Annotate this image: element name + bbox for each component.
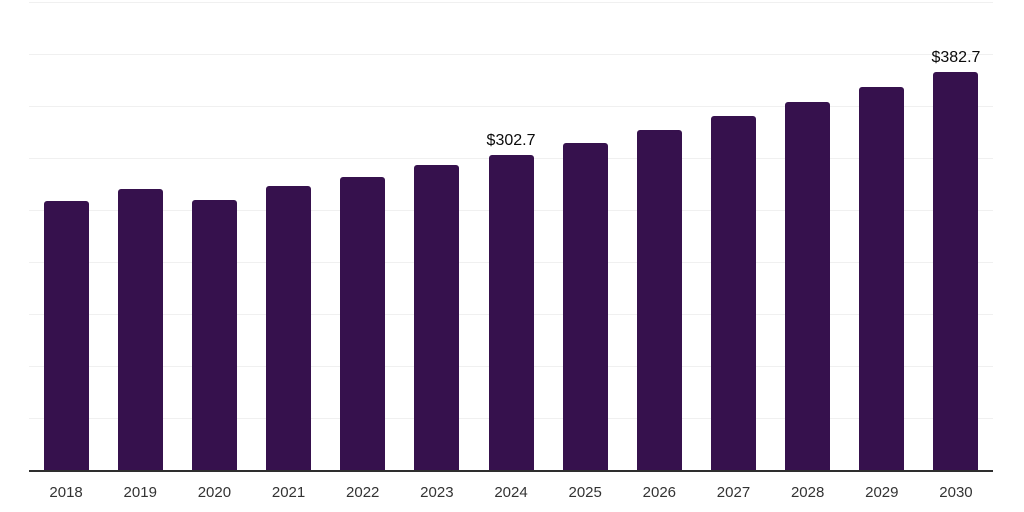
bar-slot	[771, 2, 845, 470]
gridline	[29, 106, 993, 107]
bar-slot	[400, 2, 474, 470]
x-tick-label-2026: 2026	[642, 484, 677, 501]
x-tick-label-2022: 2022	[346, 484, 380, 501]
x-tick-label-2025: 2025	[568, 484, 602, 501]
x-axis-labels: 2018 2019 2020 2021 2022 2023 2024 2025 2026 2027…	[29, 483, 993, 502]
bar-2020	[191, 199, 237, 470]
bar-2027	[710, 115, 756, 470]
bars-group: $302.7 $382.7	[29, 2, 993, 470]
x-tick-label-2023: 2023	[420, 484, 454, 501]
plot-area: $302.7 $382.7	[29, 2, 993, 472]
bar-2019	[117, 189, 163, 470]
bar-slot	[548, 2, 622, 470]
bar-2022	[340, 177, 386, 470]
bar-slot: $382.7	[919, 2, 993, 470]
bar-2030	[933, 72, 979, 470]
bar-slot	[177, 2, 251, 470]
bar-2018	[43, 200, 89, 470]
x-tick-label-2028: 2028	[790, 484, 825, 501]
bar-2025	[562, 142, 608, 470]
x-tick-label-2029: 2029	[865, 484, 899, 501]
x-tick-label-2027: 2027	[716, 484, 751, 501]
x-tick-label-2030: 2030	[939, 484, 973, 501]
x-tick-label-2020: 2020	[197, 484, 232, 501]
bar-slot: $302.7	[474, 2, 548, 470]
bar-2029	[859, 87, 905, 470]
bar-slot	[326, 2, 400, 470]
x-tick-label-2024: 2024	[494, 484, 528, 501]
bar-2023	[414, 164, 460, 470]
x-axis-line	[29, 470, 993, 472]
bar-slot	[251, 2, 325, 470]
bar-slot	[103, 2, 177, 470]
bar-data-label: $382.7	[931, 49, 981, 66]
gridline	[29, 2, 993, 3]
gridline	[29, 54, 993, 55]
bar-2024	[488, 155, 534, 470]
bar-slot	[29, 2, 103, 470]
bar-data-label: $302.7	[486, 132, 536, 150]
bar-slot	[622, 2, 696, 470]
bar-2026	[636, 129, 682, 470]
bar-slot	[845, 2, 919, 470]
x-tick-label-2021: 2021	[271, 484, 306, 501]
bar-2021	[266, 186, 312, 470]
bar-slot	[696, 2, 770, 470]
x-tick-label-2018: 2018	[49, 484, 83, 501]
bar-2028	[785, 101, 831, 470]
x-tick-label-2019: 2019	[123, 484, 157, 501]
